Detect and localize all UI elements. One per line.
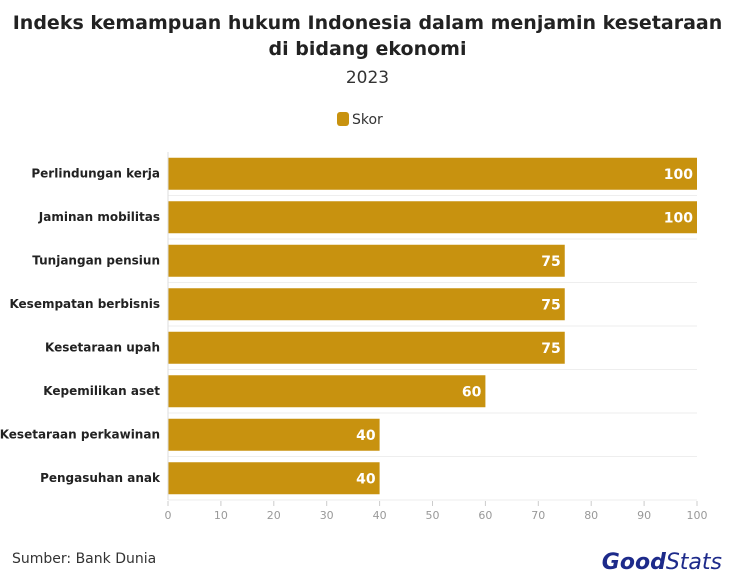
x-tick-label: 0 [165, 509, 172, 522]
logo-first: Good [602, 550, 666, 575]
y-tick-label: Pengasuhan anak [40, 471, 161, 485]
x-tick-label: 40 [373, 509, 387, 522]
bar [168, 201, 697, 234]
value-label: 40 [356, 471, 376, 487]
x-tick-label: 60 [478, 509, 492, 522]
y-tick-label: Tunjangan pensiun [32, 253, 160, 267]
x-tick-label: 20 [267, 509, 281, 522]
x-tick-label: 80 [584, 509, 598, 522]
y-tick-label: Kepemilikan aset [43, 384, 160, 398]
x-tick-label: 100 [687, 509, 708, 522]
bar [168, 244, 565, 277]
bar [168, 375, 486, 408]
x-tick-label: 70 [531, 509, 545, 522]
y-tick-label: Perlindungan kerja [31, 166, 160, 180]
value-label: 100 [664, 167, 693, 183]
bar [168, 462, 380, 495]
legend-swatch [337, 112, 349, 126]
value-label: 100 [664, 210, 693, 226]
x-tick-label: 50 [426, 509, 440, 522]
legend-label: Skor [352, 112, 383, 128]
bar [168, 331, 565, 364]
value-label: 40 [356, 428, 376, 444]
x-tick-label: 30 [320, 509, 334, 522]
logo-second: Stats [666, 550, 722, 575]
source: Sumber: Bank Dunia [12, 551, 156, 567]
value-label: 60 [462, 384, 482, 400]
bar [168, 288, 565, 321]
value-label: 75 [541, 297, 560, 313]
bar [168, 157, 697, 190]
bar [168, 418, 380, 451]
x-tick-label: 90 [637, 509, 651, 522]
chart-subtitle: 2023 [345, 68, 390, 88]
y-tick-label: Kesetaraan perkawinan [0, 427, 160, 441]
chart-title: Indeks kemampuan hukum Indonesia dalam m… [12, 12, 723, 60]
y-tick-label: Kesempatan berbisnis [9, 297, 160, 311]
x-tick-label: 10 [214, 509, 228, 522]
y-tick-label: Jaminan mobilitas [38, 210, 160, 224]
value-label: 75 [541, 341, 560, 357]
logo: GoodStats [602, 550, 722, 575]
y-tick-label: Kesetaraan upah [45, 340, 160, 354]
value-label: 75 [541, 254, 560, 270]
